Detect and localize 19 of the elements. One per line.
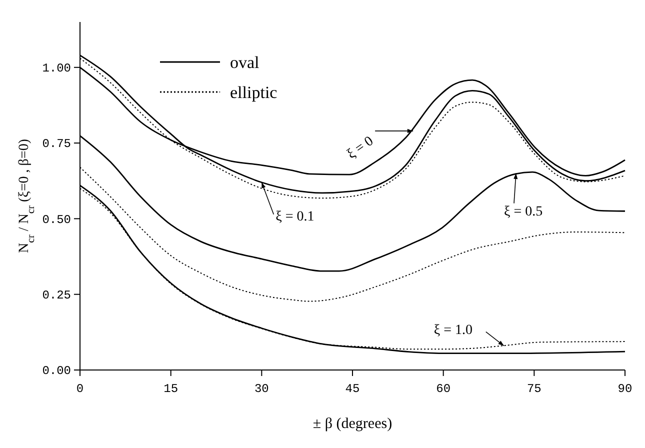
x-tick-label: 0 bbox=[76, 382, 84, 396]
x-tick-label: 60 bbox=[436, 382, 451, 396]
x-tick-label: 90 bbox=[618, 382, 632, 396]
x-tick-label: 15 bbox=[164, 382, 178, 396]
x-tick-label: 45 bbox=[345, 382, 360, 396]
x-axis-title: ± β (degrees) bbox=[312, 416, 392, 432]
x-tick-label: 75 bbox=[526, 382, 542, 396]
legend-label: oval bbox=[230, 52, 260, 72]
x-tick-label: 30 bbox=[254, 382, 269, 396]
y-tick-label: 1.00 bbox=[42, 62, 71, 76]
y-tick-label: 0.25 bbox=[42, 288, 71, 303]
annotation: ξ = 0.5 bbox=[504, 204, 543, 220]
y-tick-label: 0.00 bbox=[42, 364, 71, 378]
y-tick-label: 0.50 bbox=[42, 212, 71, 227]
annotation: ξ = 0.1 bbox=[276, 209, 314, 224]
y-tick-label: 0.75 bbox=[42, 137, 71, 152]
legend-label: elliptic bbox=[230, 82, 278, 102]
annotation: ξ = 0 bbox=[344, 134, 376, 162]
annotation: ξ = 1.0 bbox=[434, 322, 473, 338]
